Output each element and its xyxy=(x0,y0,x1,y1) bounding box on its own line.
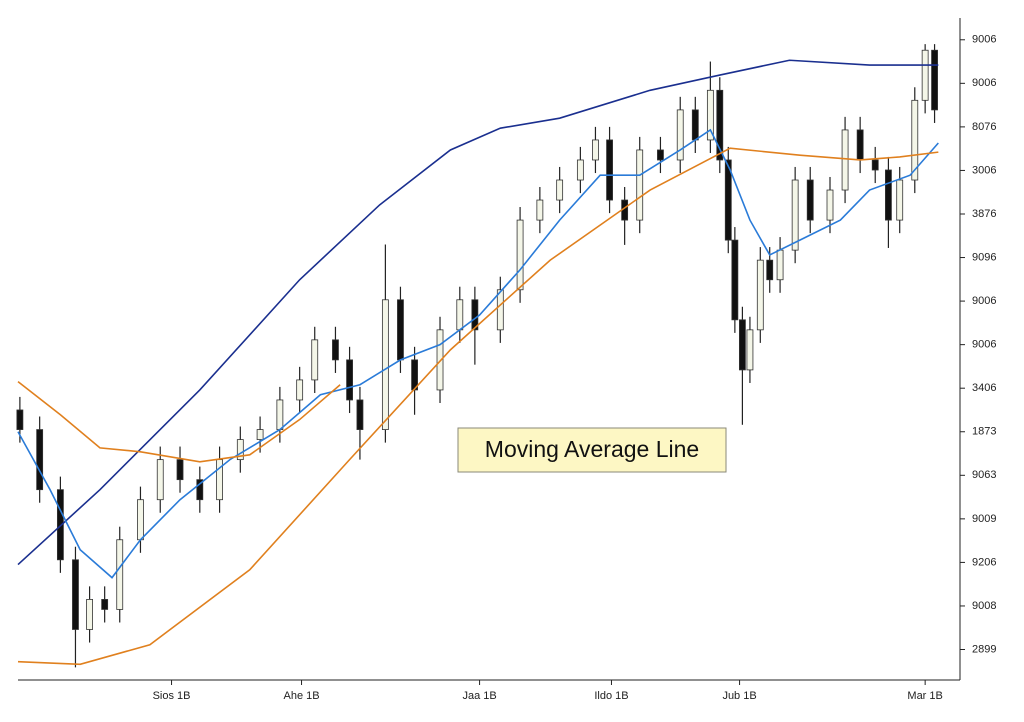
candle-body xyxy=(706,89,714,141)
y-tick-label: 2899 xyxy=(972,643,996,655)
candle-body xyxy=(436,329,444,391)
y-tick-label: 9206 xyxy=(972,556,996,568)
candle-body xyxy=(56,489,64,561)
candle-body xyxy=(536,199,544,221)
candle-body xyxy=(196,479,204,501)
moving-average-line xyxy=(17,381,341,463)
y-tick-label: 3406 xyxy=(972,382,996,394)
annotation-box xyxy=(457,427,727,473)
x-tick-label: Ildo 1B xyxy=(594,690,628,702)
y-tick-label: 3876 xyxy=(972,208,996,220)
candle-body xyxy=(871,159,879,171)
y-tick-label: 9096 xyxy=(972,251,996,263)
candle-body xyxy=(116,539,124,610)
candle-body xyxy=(738,319,746,371)
candle-body xyxy=(691,109,699,141)
candle-body xyxy=(592,139,599,161)
y-tick-label: 3006 xyxy=(972,164,996,176)
candle-body xyxy=(296,379,304,401)
y-tick-label: 8076 xyxy=(972,121,996,133)
candle-body xyxy=(791,179,799,251)
candle-body xyxy=(256,429,264,440)
candle-body xyxy=(885,169,892,221)
candle-body xyxy=(896,179,904,221)
candle-body xyxy=(856,129,864,161)
candle-body xyxy=(576,159,584,181)
candle-body xyxy=(766,259,774,281)
candle-body xyxy=(921,49,929,101)
candle-body xyxy=(556,179,564,201)
y-tick-label: 1873 xyxy=(972,426,996,438)
candle-body xyxy=(931,49,938,111)
candle-body xyxy=(36,429,44,491)
candle-body xyxy=(16,409,24,430)
candle-body xyxy=(381,299,389,430)
candle-body xyxy=(311,339,319,381)
candle-body xyxy=(776,249,784,281)
candle-body xyxy=(516,219,524,291)
y-tick-label: 9006 xyxy=(972,295,996,307)
candle-body xyxy=(276,399,284,430)
candle-body xyxy=(156,459,164,501)
candle-body xyxy=(236,439,244,461)
candle-body xyxy=(606,139,613,201)
candle-body xyxy=(841,129,849,191)
candle-body xyxy=(724,159,732,241)
candle-body xyxy=(346,359,353,401)
candle-body xyxy=(496,289,504,331)
y-tick-label: 9006 xyxy=(972,34,996,46)
y-tick-label: 9006 xyxy=(972,339,996,351)
y-tick-label: 9008 xyxy=(972,600,996,612)
x-tick-label: Ahe 1B xyxy=(283,690,319,702)
y-tick-label: 9063 xyxy=(972,469,996,481)
candle-body xyxy=(756,259,764,331)
x-tick-label: Mar 1B xyxy=(907,690,942,702)
candle-body xyxy=(176,459,184,481)
x-tick-label: Jub 1B xyxy=(722,690,756,702)
y-tick-label: 9009 xyxy=(972,513,996,525)
candle-body xyxy=(636,149,644,221)
candle-body xyxy=(826,189,834,221)
annotation: Moving Average Line xyxy=(485,436,699,462)
candle-body xyxy=(911,99,919,181)
x-tick-label: Jaa 1B xyxy=(462,690,496,702)
candle-body xyxy=(137,499,144,541)
candle-body xyxy=(456,299,464,331)
candle-body xyxy=(716,89,724,161)
candle-body xyxy=(746,329,754,371)
y-tick-label: 9006 xyxy=(972,77,996,89)
candle-body xyxy=(397,299,404,361)
moving-average-line xyxy=(17,128,939,579)
x-tick-label: Sios 1B xyxy=(153,690,191,702)
candle-body xyxy=(101,599,109,610)
moving-average-line xyxy=(17,59,939,566)
candle-body xyxy=(657,149,664,161)
candle-body xyxy=(806,179,814,221)
candle-body xyxy=(72,559,79,630)
candle-body xyxy=(676,109,684,161)
moving-average-line xyxy=(17,147,939,666)
candle-body xyxy=(332,339,339,361)
candle-body xyxy=(731,239,739,321)
candle-body xyxy=(471,299,479,331)
candle-body xyxy=(86,599,93,630)
candle-body xyxy=(356,399,364,430)
